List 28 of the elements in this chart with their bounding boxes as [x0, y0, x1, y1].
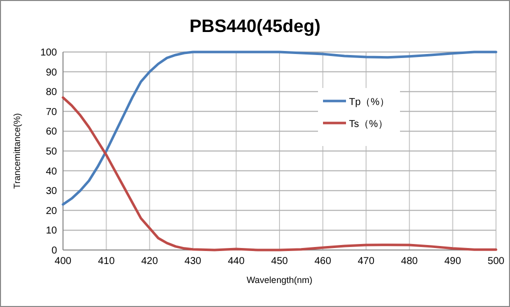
x-tick-label: 470: [358, 256, 375, 267]
chart-title: PBS440(45deg): [189, 16, 321, 36]
y-tick-label: 50: [46, 146, 58, 158]
legend-label: Tp（%）: [349, 97, 390, 108]
y-tick-label: 0: [51, 246, 58, 256]
x-tick-label: 450: [271, 256, 288, 267]
x-tick-label: 410: [98, 256, 116, 267]
legend-label: Ts（%）: [349, 119, 388, 130]
y-axis-title: Trancemittance(%): [12, 113, 22, 189]
y-tick-label: 10: [46, 226, 58, 237]
x-tick-label: 420: [141, 256, 158, 267]
x-axis-title: Wavelength(nm): [246, 275, 312, 285]
x-tick-label: 400: [54, 256, 72, 267]
y-tick-label: 90: [46, 67, 58, 78]
x-tick-label: 480: [401, 256, 418, 267]
x-tick-label: 490: [444, 256, 462, 267]
x-tick-label: 460: [314, 256, 332, 267]
x-tick-label: 500: [488, 256, 505, 267]
y-tick-label: 20: [46, 206, 58, 217]
y-tick-label: 40: [46, 166, 58, 178]
x-tick-label: 440: [228, 256, 245, 267]
x-tick-label: 430: [184, 256, 202, 267]
y-tick-label: 100: [40, 48, 58, 58]
y-tick-label: 30: [46, 186, 58, 198]
y-tick-label: 80: [46, 87, 58, 98]
y-tick-label: 70: [46, 106, 58, 118]
y-tick-label: 60: [46, 126, 58, 138]
line-series: [62, 50, 498, 206]
